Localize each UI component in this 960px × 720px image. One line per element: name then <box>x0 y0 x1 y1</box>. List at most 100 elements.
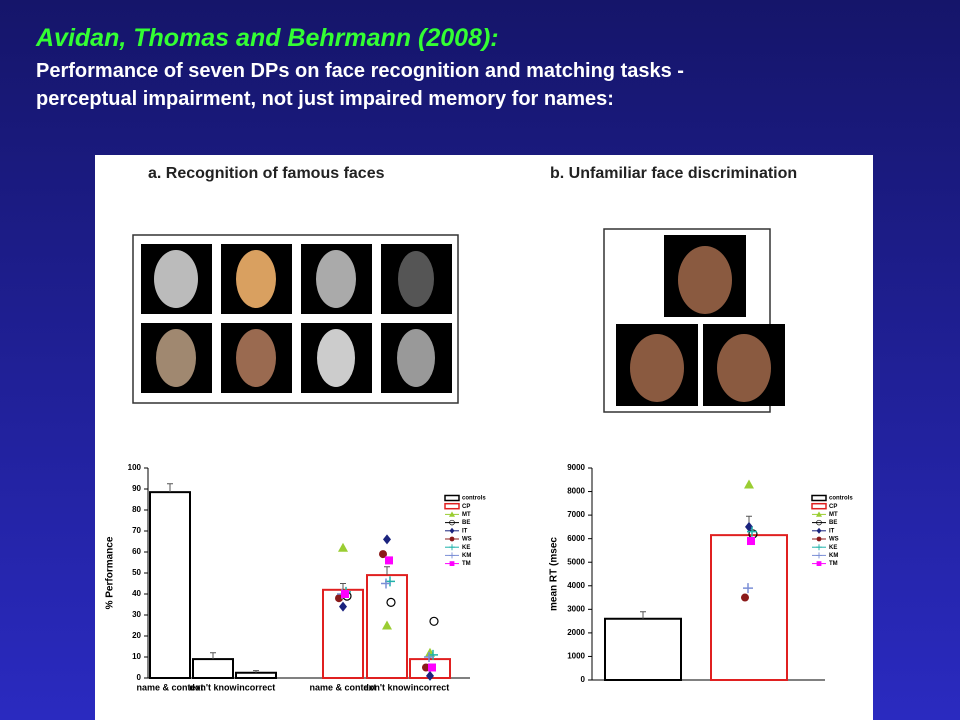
unfamiliar-faces-image <box>603 228 785 413</box>
slide-subheading: perceptual impairment, not just impaired… <box>36 88 614 110</box>
legend-swatch <box>444 502 460 510</box>
error-bar <box>253 670 259 673</box>
legend-label: KM <box>462 553 471 559</box>
bar <box>710 534 788 682</box>
error-bar <box>384 566 390 576</box>
point-marker <box>747 537 755 546</box>
chart-title: b. Unfamiliar face discrimination <box>550 165 797 182</box>
legend-label: WS <box>829 537 839 543</box>
point-marker <box>449 511 455 517</box>
legend-label: CP <box>829 504 837 510</box>
legend-label: KE <box>462 545 470 551</box>
legend-label: TM <box>462 561 471 567</box>
error-bar <box>340 583 346 590</box>
y-tick-label: 0 <box>581 675 586 684</box>
bar <box>149 491 191 679</box>
point-marker <box>448 544 455 551</box>
bar <box>192 658 234 679</box>
point-marker <box>747 526 757 537</box>
legend-label: KE <box>829 545 837 551</box>
y-tick-label: 80 <box>132 505 141 514</box>
y-tick-label: 9000 <box>567 463 585 472</box>
y-tick-label: 3000 <box>567 604 585 613</box>
bar <box>604 617 682 681</box>
legend-label: MT <box>462 512 471 518</box>
legend-label: CP <box>462 504 470 510</box>
legend-swatch <box>444 494 460 502</box>
point-marker <box>429 616 439 626</box>
y-tick-label: 70 <box>132 526 141 535</box>
legend-swatch <box>811 494 827 502</box>
y-tick-label: 6000 <box>567 534 585 543</box>
y-tick-label: 20 <box>132 631 141 640</box>
point-marker <box>448 552 455 559</box>
point-marker <box>745 521 753 532</box>
point-marker <box>428 663 436 672</box>
point-marker <box>424 652 434 662</box>
y-tick-label: 40 <box>132 589 141 598</box>
y-axis-label: % Performance <box>105 536 116 609</box>
point-marker <box>341 590 349 598</box>
legend-label: KM <box>829 553 838 559</box>
y-tick-label: 1000 <box>567 652 585 661</box>
x-tick-label: name & context <box>136 682 203 692</box>
point-marker <box>815 544 822 551</box>
point-marker <box>449 519 455 526</box>
legend-label: BE <box>829 520 837 526</box>
y-tick-label: 2000 <box>567 628 585 637</box>
point-marker <box>744 479 754 489</box>
legend-label: BE <box>462 520 470 526</box>
legend-label: MT <box>829 512 838 518</box>
legend-label: IT <box>829 528 835 534</box>
point-marker <box>743 583 753 594</box>
legend-label: IT <box>462 528 468 534</box>
point-marker <box>339 601 347 612</box>
point-marker <box>741 593 749 602</box>
y-tick-label: 60 <box>132 547 141 556</box>
x-tick-label: don't know <box>189 682 237 692</box>
y-axis-label: mean RT (msec <box>549 537 560 611</box>
point-marker <box>816 511 822 517</box>
y-tick-label: 100 <box>128 463 142 472</box>
point-marker <box>816 536 822 542</box>
y-tick-label: 8000 <box>567 487 585 496</box>
y-tick-label: 7000 <box>567 510 585 519</box>
famous-faces-image <box>132 234 459 404</box>
x-tick-label: incorrect <box>237 682 276 692</box>
point-marker <box>381 578 391 589</box>
x-tick-label: name & context <box>309 682 376 692</box>
point-marker <box>449 561 455 566</box>
bar <box>235 671 277 679</box>
point-marker <box>815 552 822 559</box>
legend-swatch <box>811 502 827 510</box>
x-tick-label: don't know <box>363 682 411 692</box>
y-tick-label: 10 <box>132 652 141 661</box>
x-tick-label: incorrect <box>411 682 450 692</box>
point-marker <box>338 542 348 552</box>
legend-label: controls <box>829 496 853 502</box>
y-tick-label: 30 <box>132 610 141 619</box>
point-marker <box>386 597 396 608</box>
slide-subheading: Performance of seven DPs on face recogni… <box>36 60 684 82</box>
point-marker <box>426 670 434 681</box>
point-marker <box>385 556 393 565</box>
y-tick-label: 4000 <box>567 581 585 590</box>
y-tick-label: 0 <box>137 673 142 682</box>
error-bar <box>640 611 646 619</box>
legend-label: WS <box>462 537 472 543</box>
slide-heading: Avidan, Thomas and Behrmann (2008): <box>36 24 499 52</box>
error-bar <box>210 652 216 660</box>
point-marker <box>379 550 387 559</box>
y-tick-label: 90 <box>132 484 141 493</box>
point-marker <box>382 620 392 630</box>
point-marker <box>816 519 822 526</box>
legend-label: TM <box>829 561 838 567</box>
error-bar <box>167 483 173 493</box>
point-marker <box>383 534 391 545</box>
y-tick-label: 5000 <box>567 557 585 566</box>
y-tick-label: 50 <box>132 568 141 577</box>
legend-label: controls <box>462 496 486 502</box>
point-marker <box>449 536 455 542</box>
